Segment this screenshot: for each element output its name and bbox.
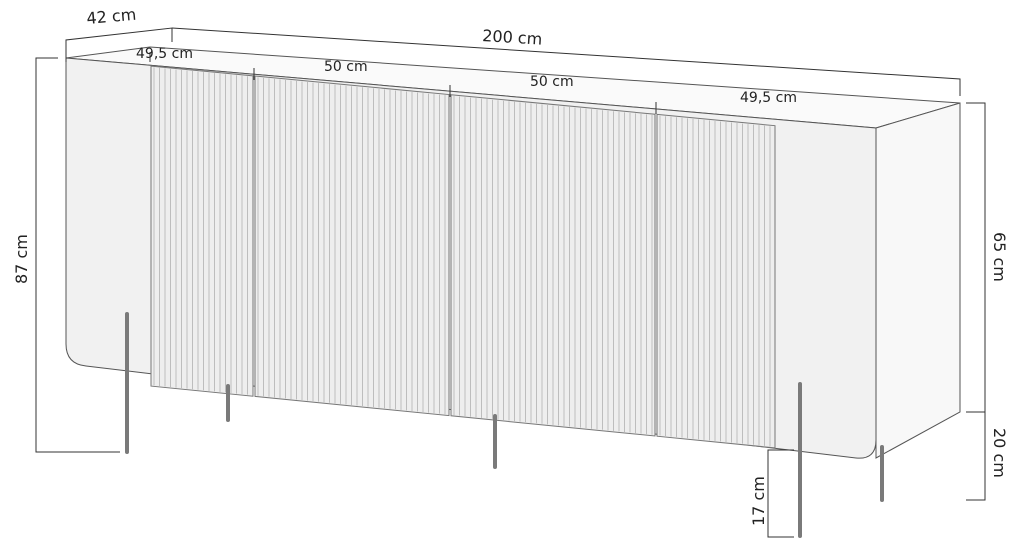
total-height-label: 87 cm [12, 234, 31, 284]
clearance-dimension-line [767, 449, 794, 538]
clearance-label: 17 cm [749, 476, 768, 526]
door-face [656, 113, 776, 449]
leg-height-dimension-line [966, 412, 986, 501]
depth-dimension-line [65, 27, 173, 62]
dimension-lines [35, 27, 986, 538]
cabinet-side [875, 102, 961, 459]
width-dimension-line [171, 27, 961, 96]
legs [125, 312, 884, 538]
door-panel [656, 113, 776, 449]
door-1-label: 49,5 cm [136, 46, 193, 62]
body-height-dimension-line [966, 102, 986, 413]
door-panel [450, 94, 656, 437]
door-2-label: 50 cm [324, 59, 368, 75]
doors [150, 65, 776, 449]
leg-height-label: 20 cm [990, 428, 1009, 478]
width-label: 200 cm [482, 26, 543, 49]
total-height-dimension-line [35, 57, 120, 453]
depth-label: 42 cm [86, 5, 137, 28]
body-height-label: 65 cm [990, 232, 1009, 282]
door-3-label: 50 cm [530, 74, 574, 90]
door-4-label: 49,5 cm [740, 90, 797, 106]
door-panel [254, 75, 450, 417]
door-panel [150, 65, 254, 397]
door-face [150, 65, 254, 397]
